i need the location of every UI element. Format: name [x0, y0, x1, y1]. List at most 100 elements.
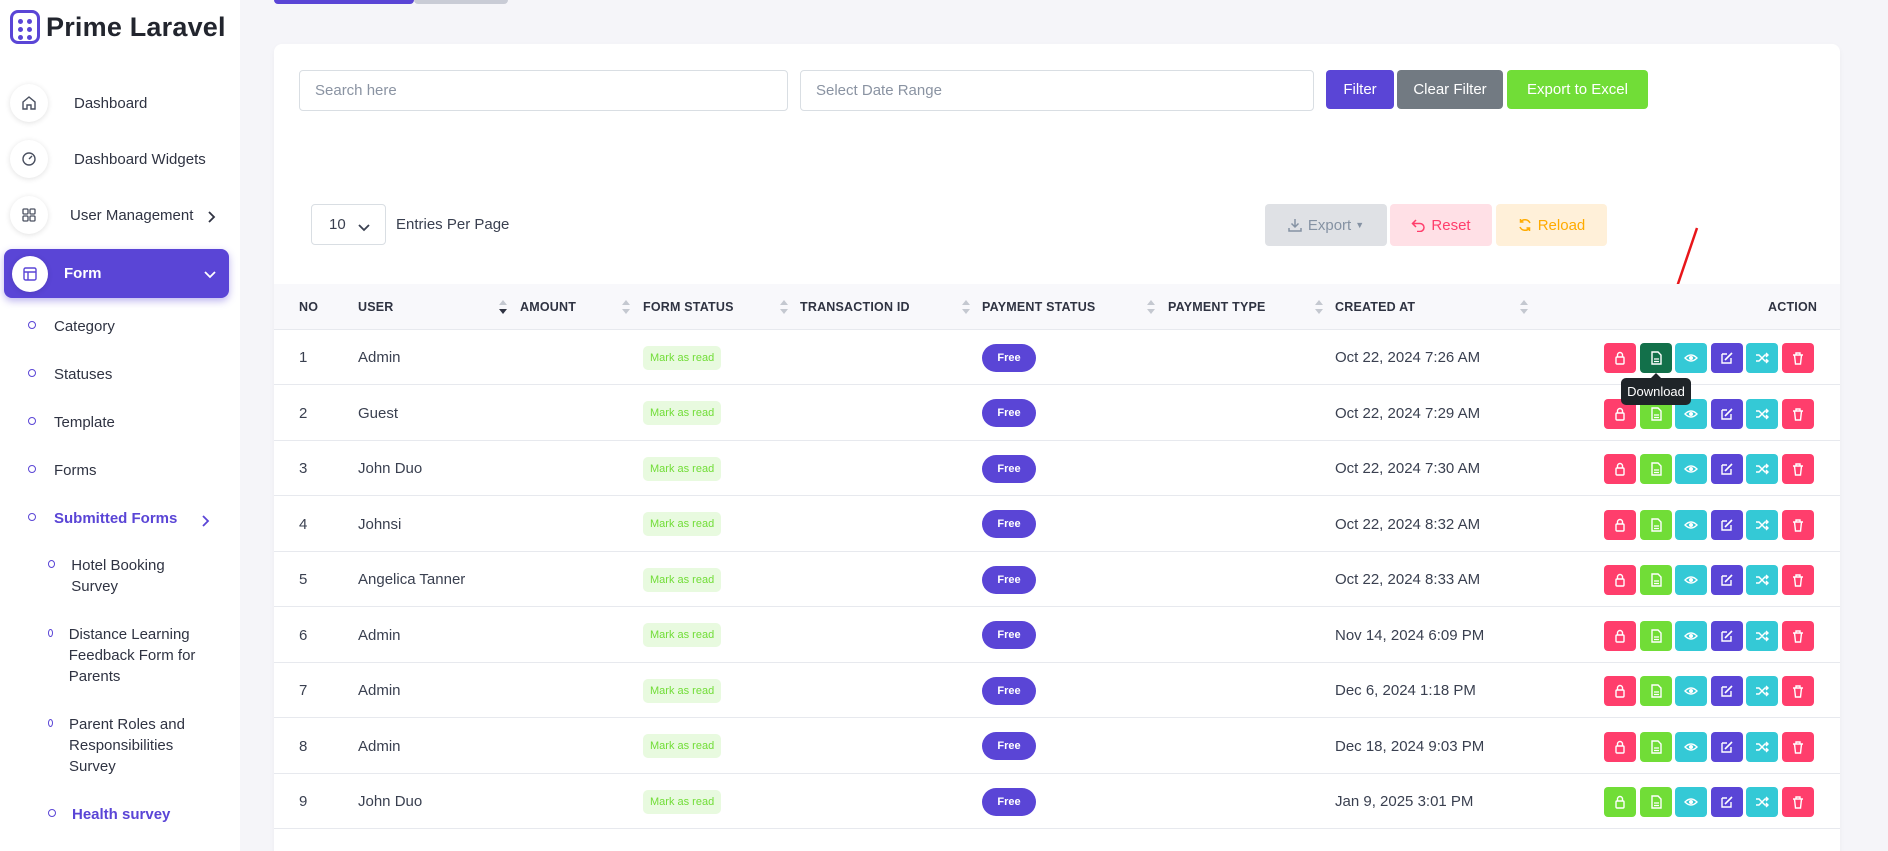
shuffle-button[interactable] [1746, 620, 1778, 651]
cell-payment-status-value[interactable]: Free [982, 732, 1036, 760]
delete-button[interactable] [1782, 731, 1814, 762]
lock-button[interactable] [1604, 509, 1636, 540]
download-button[interactable] [1640, 454, 1672, 484]
cell-payment-status-value[interactable]: Free [982, 565, 1036, 594]
cell-form-status-value[interactable]: Mark as read [643, 456, 722, 481]
download-button[interactable] [1640, 731, 1672, 762]
column-amount[interactable]: AMOUNT [520, 300, 577, 314]
shuffle-button[interactable] [1746, 398, 1778, 429]
lock-button[interactable] [1604, 787, 1636, 817]
sort-icon[interactable] [499, 298, 507, 316]
sidebar-subitem-hotel-booking-survey[interactable]: Hotel Booking Survey [48, 555, 198, 597]
download-button[interactable] [1640, 509, 1672, 540]
view-button[interactable] [1675, 343, 1707, 373]
delete-button[interactable] [1782, 454, 1814, 484]
sidebar-subitem-submitted-forms[interactable]: Submitted Forms [28, 508, 177, 529]
column-transaction-id[interactable]: TRANSACTION ID [800, 300, 910, 314]
entries-per-page-select[interactable]: 10 [311, 204, 386, 245]
cell-form-status-value[interactable]: Mark as read [643, 678, 722, 703]
download-button[interactable] [1640, 565, 1672, 595]
edit-button[interactable] [1711, 731, 1743, 762]
shuffle-button[interactable] [1746, 343, 1778, 373]
delete-button[interactable] [1782, 343, 1814, 373]
cell-form-status-value[interactable]: Mark as read [643, 401, 722, 425]
shuffle-button[interactable] [1746, 509, 1778, 540]
cell-payment-status-value[interactable]: Free [982, 787, 1036, 816]
cell-payment-status-value[interactable]: Free [982, 621, 1036, 649]
download-button[interactable] [1640, 676, 1672, 706]
download-button[interactable] [1640, 787, 1672, 817]
lock-button[interactable] [1604, 731, 1636, 762]
shuffle-button[interactable] [1746, 454, 1778, 484]
delete-button[interactable] [1782, 509, 1814, 540]
edit-button[interactable] [1711, 620, 1743, 651]
lock-button[interactable] [1604, 565, 1636, 595]
cell-payment-status-value[interactable]: Free [982, 399, 1036, 427]
sidebar-item-dashboard[interactable]: Dashboard [10, 84, 147, 122]
sort-icon[interactable] [962, 298, 970, 316]
tab-active-indicator[interactable] [274, 0, 414, 4]
column-form-status[interactable]: FORM STATUS [643, 300, 734, 314]
date-range-input[interactable]: Select Date Range [800, 70, 1314, 111]
sort-icon[interactable] [1147, 298, 1155, 316]
sidebar-subitem-forms[interactable]: Forms [28, 460, 97, 481]
download-button[interactable] [1640, 343, 1672, 373]
clear-filter-button[interactable]: Clear Filter [1397, 70, 1503, 109]
view-button[interactable] [1675, 509, 1707, 540]
column-payment-status[interactable]: PAYMENT STATUS [982, 300, 1096, 314]
cell-form-status-value[interactable]: Mark as read [643, 789, 722, 814]
sidebar-item-user-management[interactable]: User Management [10, 196, 193, 234]
edit-button[interactable] [1711, 398, 1743, 429]
tab-inactive-indicator[interactable] [414, 0, 508, 4]
export-dropdown-button[interactable]: Export ▼ [1265, 204, 1387, 246]
column-no[interactable]: NO [299, 300, 319, 314]
shuffle-button[interactable] [1746, 565, 1778, 595]
sidebar-subitem-template[interactable]: Template [28, 412, 115, 433]
search-input[interactable]: Search here [299, 70, 788, 111]
view-button[interactable] [1675, 454, 1707, 484]
cell-payment-status-value[interactable]: Free [982, 676, 1036, 705]
cell-payment-status-value[interactable]: Free [982, 510, 1036, 538]
cell-form-status-value[interactable]: Mark as read [643, 567, 722, 592]
sort-icon[interactable] [622, 298, 630, 316]
shuffle-button[interactable] [1746, 731, 1778, 762]
sidebar-subitem-statuses[interactable]: Statuses [28, 364, 112, 385]
column-user[interactable]: USER [358, 300, 394, 314]
edit-button[interactable] [1711, 454, 1743, 484]
cell-form-status-value[interactable]: Mark as read [643, 734, 722, 758]
sidebar-subitem-parent-roles[interactable]: Parent Roles and Responsibilities Survey [48, 714, 208, 777]
edit-button[interactable] [1711, 343, 1743, 373]
edit-button[interactable] [1711, 565, 1743, 595]
reload-button[interactable]: Reload [1496, 204, 1607, 246]
lock-button[interactable] [1604, 454, 1636, 484]
cell-payment-status-value[interactable]: Free [982, 454, 1036, 483]
filter-button[interactable]: Filter [1326, 70, 1394, 109]
lock-button[interactable] [1604, 620, 1636, 651]
sidebar-item-dashboard-widgets[interactable]: Dashboard Widgets [10, 140, 206, 178]
cell-form-status-value[interactable]: Mark as read [643, 512, 722, 536]
shuffle-button[interactable] [1746, 676, 1778, 706]
view-button[interactable] [1675, 787, 1707, 817]
sidebar-item-form[interactable]: Form [4, 249, 229, 298]
lock-button[interactable] [1604, 343, 1636, 373]
reset-button[interactable]: Reset [1390, 204, 1492, 246]
view-button[interactable] [1675, 565, 1707, 595]
cell-form-status-value[interactable]: Mark as read [643, 623, 722, 647]
delete-button[interactable] [1782, 565, 1814, 595]
sidebar-subitem-distance-learning[interactable]: Distance Learning Feedback Form for Pare… [48, 624, 208, 687]
view-button[interactable] [1675, 620, 1707, 651]
sort-icon[interactable] [1520, 298, 1528, 316]
export-excel-button[interactable]: Export to Excel [1507, 70, 1648, 109]
delete-button[interactable] [1782, 787, 1814, 817]
shuffle-button[interactable] [1746, 787, 1778, 817]
delete-button[interactable] [1782, 620, 1814, 651]
cell-payment-status-value[interactable]: Free [982, 343, 1036, 372]
delete-button[interactable] [1782, 676, 1814, 706]
brand[interactable]: Prime Laravel [10, 10, 226, 44]
column-payment-type[interactable]: PAYMENT TYPE [1168, 300, 1266, 314]
download-button[interactable] [1640, 620, 1672, 651]
sidebar-subitem-category[interactable]: Category [28, 316, 115, 337]
edit-button[interactable] [1711, 787, 1743, 817]
sidebar-subitem-health-survey[interactable]: Health survey [48, 804, 170, 825]
column-created-at[interactable]: CREATED AT [1335, 300, 1416, 314]
